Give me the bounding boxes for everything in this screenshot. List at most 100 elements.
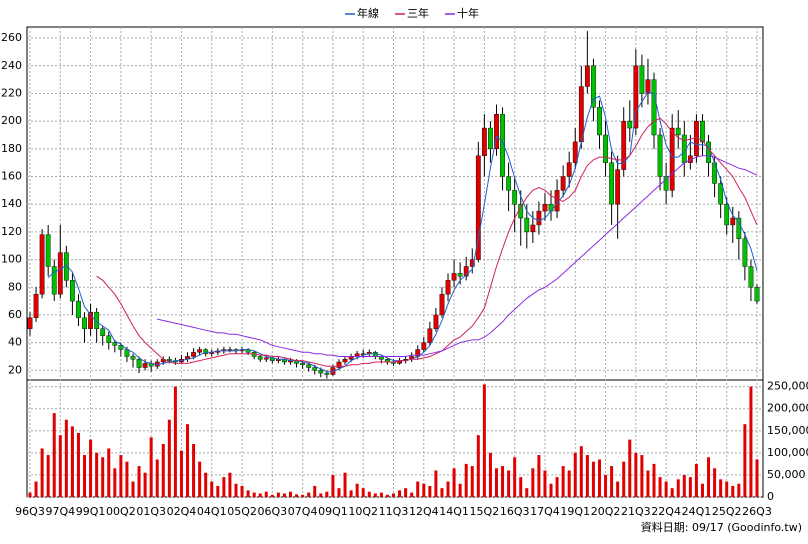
volume-bar	[446, 481, 450, 497]
y-tick-label: 200	[1, 114, 22, 127]
volume-bar	[597, 459, 601, 497]
volume-bar	[113, 468, 117, 497]
volume-bar	[634, 452, 638, 497]
volume-bar	[573, 452, 577, 497]
ma-line	[96, 117, 758, 367]
candle-body	[166, 359, 172, 361]
x-tick-label: 26Q3	[742, 505, 772, 518]
volume-bar	[501, 466, 505, 497]
x-tick-label: 97Q4	[45, 505, 75, 518]
footer: 資料日期: 09/17 (Goodinfo.tw)	[641, 520, 802, 534]
candle-body	[572, 141, 578, 163]
candle-body	[45, 234, 51, 267]
x-tick-label: 24Q1	[682, 505, 712, 518]
volume-bar	[561, 466, 565, 497]
volume-bar	[531, 468, 535, 497]
y-tick-label: 40	[8, 336, 22, 349]
volume-bar	[707, 457, 711, 497]
volume-bar	[585, 455, 589, 497]
volume-bar	[604, 474, 608, 497]
x-tick-label: 01Q3	[136, 505, 166, 518]
volume-bar	[398, 490, 402, 497]
volume-bar	[204, 472, 208, 497]
volume-bar	[416, 481, 420, 497]
y-tick-label: 80	[8, 280, 22, 293]
volume-bar	[107, 448, 111, 497]
volume-bar	[367, 491, 371, 497]
volume-bar	[95, 452, 99, 497]
volume-tick-label: 0	[767, 490, 774, 503]
candle-body	[748, 266, 754, 288]
candle-body	[88, 311, 93, 329]
candle-body	[57, 252, 63, 295]
volume-bar	[694, 463, 698, 497]
candle-body	[633, 65, 639, 129]
volume-bar	[216, 485, 220, 497]
volume-bar	[167, 419, 171, 497]
volume-bar	[70, 426, 74, 497]
candle-body	[136, 359, 142, 368]
candle-body	[300, 363, 306, 365]
legend-label: 三年	[407, 6, 429, 20]
candle-body	[730, 217, 736, 226]
volume-bar	[240, 485, 244, 497]
volume-bar	[622, 461, 626, 497]
candle-body	[51, 266, 57, 295]
candle-body	[500, 114, 505, 177]
volume-bar	[452, 468, 456, 497]
y-tick-label: 240	[1, 59, 22, 72]
volume-bar	[276, 492, 280, 497]
candle-body	[566, 162, 572, 177]
volume-bar	[89, 439, 93, 497]
volume-bar	[725, 481, 729, 497]
volume-bar	[392, 493, 395, 497]
volume-bar	[40, 448, 44, 497]
y-tick-label: 100	[1, 253, 22, 266]
y-tick-label: 20	[8, 363, 22, 376]
volume-bar	[373, 493, 377, 497]
volume-bar	[555, 477, 559, 497]
volume-bar	[361, 488, 365, 497]
candle-body	[203, 349, 209, 354]
volume-bar	[543, 470, 547, 497]
volume-bar	[737, 483, 741, 497]
volume-bar	[422, 483, 426, 497]
volume-bar	[688, 477, 692, 497]
legend-label: 年線	[357, 6, 379, 20]
volume-bar	[682, 474, 686, 497]
candle-body	[191, 352, 196, 357]
volume-bar	[64, 419, 68, 497]
volume-bar	[743, 424, 747, 497]
candle-body	[39, 234, 45, 295]
x-tick-label: 17Q4	[530, 505, 560, 518]
volume-bar	[337, 488, 341, 497]
volume-bar	[228, 472, 232, 497]
candle-body	[112, 342, 118, 346]
candle-body	[536, 210, 542, 226]
candle-body	[639, 65, 645, 94]
candle-body	[591, 65, 596, 108]
candle-body	[197, 349, 203, 353]
candle-body	[312, 367, 318, 371]
ma-line	[157, 155, 758, 357]
candle-body	[106, 335, 112, 343]
candle-body	[718, 183, 724, 205]
volume-bar	[119, 455, 123, 497]
volume-bar	[658, 477, 662, 497]
volume-tick-label: 100,000	[767, 446, 808, 459]
volume-bar	[488, 452, 492, 497]
candle-body	[130, 356, 136, 360]
candle-body	[488, 127, 493, 150]
volume-bar	[198, 461, 202, 497]
volume-tick-label: 50,000	[767, 468, 806, 481]
candle-body	[469, 259, 475, 267]
y-tick-label: 220	[1, 86, 22, 99]
volume-bar	[676, 479, 680, 497]
x-tick-label: 15Q2	[470, 505, 500, 518]
volume-bar	[192, 444, 196, 497]
volume-bar	[252, 492, 256, 497]
candle-body	[451, 273, 457, 281]
volume-tick-label: 250,000	[767, 380, 808, 393]
candle-body	[645, 79, 651, 94]
